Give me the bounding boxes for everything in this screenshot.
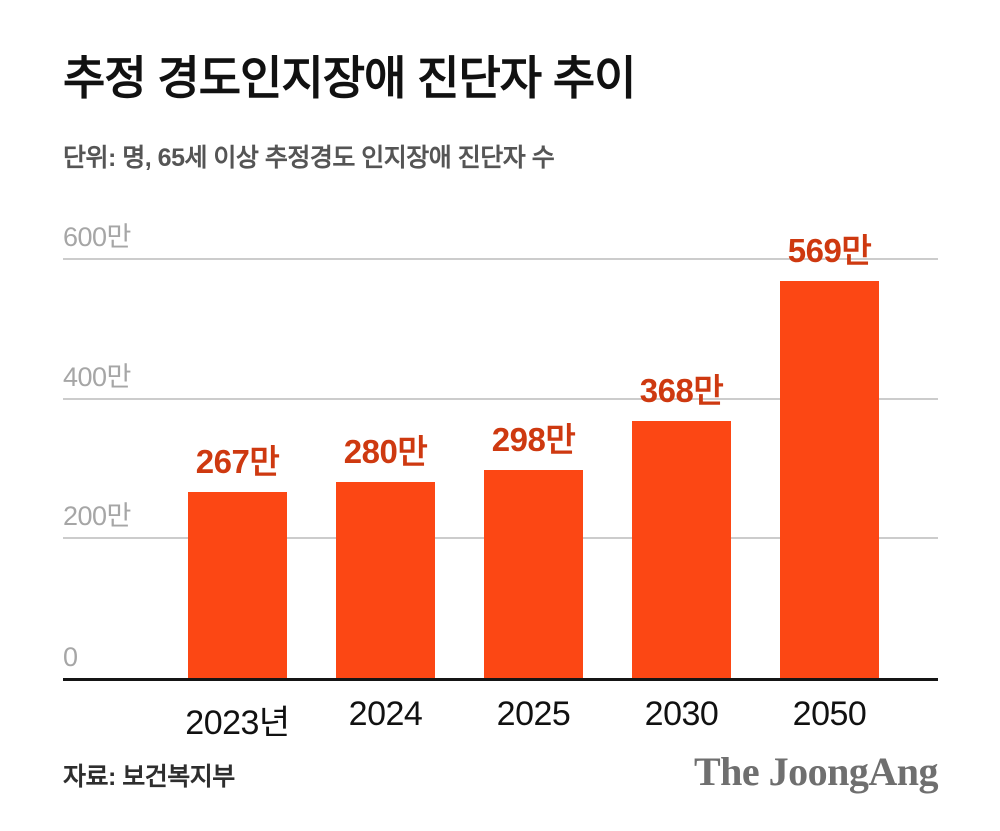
bar-value-label: 569만 xyxy=(787,231,872,269)
gridline xyxy=(63,258,938,260)
bar-value-label: 368만 xyxy=(639,372,724,410)
chart-subtitle: 단위: 명, 65세 이상 추정경도 인지장애 진단자 수 xyxy=(63,144,555,172)
bar-value-label: 267만 xyxy=(195,442,280,480)
plot-area: 0 200만 400만 600만 267만 280만 298만 368만 569만 xyxy=(63,212,938,681)
x-axis-label: 2023년 xyxy=(185,704,290,742)
bar xyxy=(336,482,435,678)
source-text: 자료: 보건복지부 xyxy=(63,763,235,791)
x-axis-label: 2025 xyxy=(496,695,571,733)
x-axis-label: 2050 xyxy=(792,695,867,733)
x-axis-label: 2030 xyxy=(644,695,719,733)
bar xyxy=(632,421,731,678)
bar-value-label: 280만 xyxy=(343,433,428,471)
y-axis-tick-label: 200만 xyxy=(63,501,131,532)
chart-title: 추정 경도인지장애 진단자 추이 xyxy=(63,52,637,104)
y-axis-tick-label: 400만 xyxy=(63,361,131,392)
x-axis: 2023년 2024 2025 2030 2050 xyxy=(63,690,938,742)
y-axis-tick-label: 600만 xyxy=(63,222,131,252)
bar-value-label: 298만 xyxy=(491,420,576,458)
bar xyxy=(780,280,879,678)
joongang-logo: The JoongAng xyxy=(693,749,939,794)
gridline xyxy=(63,397,938,400)
y-axis-tick-label: 0 xyxy=(63,642,78,672)
bar xyxy=(484,469,583,678)
x-axis-label: 2024 xyxy=(348,695,423,733)
bar xyxy=(188,491,287,678)
